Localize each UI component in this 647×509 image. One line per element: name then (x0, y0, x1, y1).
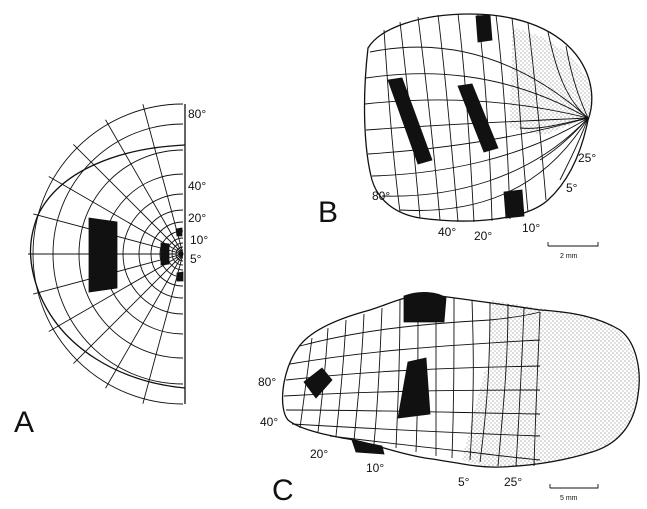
panel-a-visual-field-chart: 80° 40° 20° 10° 5° A (14, 103, 208, 439)
panel-c-black-region-2 (397, 357, 431, 419)
panel-c-black-region-3 (403, 292, 447, 323)
panel-b-cortical-map: 80° 40° 20° 10° 5° 25° B 2 mm (318, 13, 599, 260)
panel-b-scale-label: 2 mm (560, 253, 578, 260)
panel-b-black-region-3 (475, 14, 493, 43)
panel-c-label-40: 40° (260, 415, 278, 429)
panel-a-polar-angle-line (142, 253, 184, 404)
panel-a-polar-angle-line (48, 176, 184, 255)
panel-a-label-80: 80° (188, 107, 206, 121)
panel-a-black-region-1 (88, 217, 118, 293)
panel-b-scale-bar: 2 mm (547, 242, 599, 260)
panel-c-label-20: 20° (310, 447, 328, 461)
panel-a-black-region-2 (160, 242, 170, 266)
panel-a-black-region-3 (175, 227, 183, 237)
panel-a-label-10: 10° (190, 233, 208, 247)
panel-b-label-25: 25° (578, 151, 596, 165)
panel-c-label-25: 25° (504, 475, 522, 489)
panel-b-label-5: 5° (566, 181, 578, 195)
panel-a-label-40: 40° (188, 179, 206, 193)
panel-b-letter: B (318, 196, 338, 229)
panel-a-polar-angle-line (48, 253, 184, 332)
panel-c-label-80: 80° (258, 375, 276, 389)
panel-a-polar-angle-line (73, 144, 184, 255)
panel-c-black-region-4 (351, 439, 385, 455)
panel-c-scale-label: 5 mm (560, 495, 578, 502)
panel-a-black-region-4 (176, 271, 184, 282)
panel-b-black-region-2 (457, 83, 499, 153)
panel-a-polar-angle-line (105, 253, 184, 389)
panel-c-cortical-map: 80° 40° 20° 10° 5° 25° C 5 mm (258, 292, 640, 507)
panel-a-field-outline (29, 144, 186, 389)
panel-b-label-10: 10° (522, 221, 540, 235)
panel-c-letter: C (272, 474, 294, 507)
panel-c-black-region-1 (303, 367, 333, 399)
panel-a-label-5: 5° (190, 252, 202, 266)
panel-b-label-40: 40° (438, 225, 456, 239)
panel-b-stippled-region (510, 28, 593, 135)
panel-c-label-5: 5° (458, 475, 470, 489)
panel-b-black-region-1 (387, 77, 433, 165)
panel-b-outline (363, 13, 593, 222)
panel-a-letter: A (14, 406, 34, 439)
panel-b-black-region-4 (503, 189, 525, 219)
panel-c-scale-bar: 5 mm (549, 484, 599, 502)
panel-a-label-20: 20° (188, 211, 206, 225)
panel-c-label-10: 10° (366, 461, 384, 475)
panel-b-grid-vertical (383, 13, 589, 223)
panel-a-polar-angle-line (73, 253, 184, 364)
panel-b-label-20: 20° (474, 229, 492, 243)
panel-a-polar-angle-line (105, 119, 184, 255)
panel-b-label-80: 80° (372, 189, 390, 203)
